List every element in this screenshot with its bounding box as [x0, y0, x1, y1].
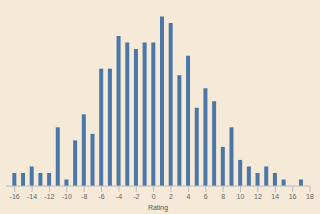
svg-text:-16: -16: [10, 193, 20, 200]
svg-text:8: 8: [221, 193, 225, 200]
svg-text:Rating: Rating: [148, 204, 168, 212]
svg-text:2: 2: [169, 193, 173, 200]
svg-text:14: 14: [271, 193, 279, 200]
svg-text:-14: -14: [27, 193, 37, 200]
svg-text:-6: -6: [98, 193, 104, 200]
svg-text:12: 12: [254, 193, 262, 200]
svg-text:6: 6: [204, 193, 208, 200]
svg-text:10: 10: [237, 193, 245, 200]
svg-text:18: 18: [306, 193, 312, 200]
svg-text:-12: -12: [44, 193, 54, 200]
svg-text:-8: -8: [81, 193, 87, 200]
svg-text:16: 16: [289, 193, 297, 200]
svg-text:-10: -10: [62, 193, 72, 200]
svg-text:-2: -2: [133, 193, 139, 200]
svg-text:-4: -4: [116, 193, 122, 200]
svg-text:0: 0: [152, 193, 156, 200]
svg-text:4: 4: [186, 193, 190, 200]
